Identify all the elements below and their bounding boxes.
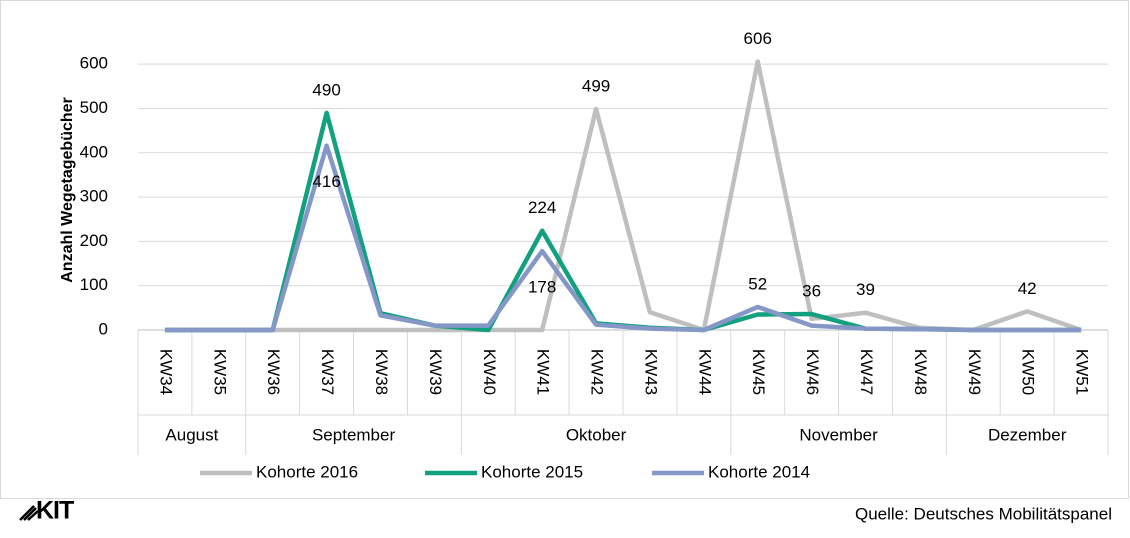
data-label: 178: [528, 278, 556, 297]
x-tick-label: KW38: [372, 349, 391, 395]
x-tick-label: KW43: [641, 349, 660, 395]
data-label: 490: [312, 80, 340, 99]
x-tick-label: KW44: [695, 349, 714, 395]
data-label: 224: [528, 198, 556, 217]
x-tick-label: KW36: [264, 349, 283, 395]
x-tick-label: KW49: [965, 349, 984, 395]
x-tick-label: KW46: [803, 349, 822, 395]
x-tick-label: KW47: [857, 349, 876, 395]
data-label: 499: [582, 76, 610, 95]
series-line: [164, 143, 1082, 333]
kit-logo: KIT: [19, 497, 75, 525]
series-line: [164, 59, 1082, 333]
y-tick-label: 0: [99, 319, 108, 338]
x-tick-label: KW39: [426, 349, 445, 395]
group-label: August: [165, 425, 218, 444]
y-tick-label: 400: [80, 142, 108, 161]
y-tick-label: 100: [80, 275, 108, 294]
x-tick-label: KW35: [210, 349, 229, 395]
x-tick-label: KW50: [1019, 349, 1038, 395]
y-axis-title: Anzahl Wegetagebücher: [59, 97, 76, 283]
data-label: 416: [312, 172, 340, 191]
y-tick-label: 300: [80, 187, 108, 206]
legend-label: Kohorte 2014: [708, 462, 810, 481]
group-label: November: [799, 425, 878, 444]
data-label: 606: [744, 29, 772, 48]
legend-label: Kohorte 2016: [256, 462, 358, 481]
group-label: Dezember: [988, 425, 1067, 444]
logo-fan: [19, 505, 39, 521]
x-tick-label: KW51: [1073, 349, 1092, 395]
y-tick-label: 500: [80, 98, 108, 117]
x-tick-label: KW37: [318, 349, 337, 395]
x-tick-label: KW42: [588, 349, 607, 395]
group-label: Oktober: [566, 425, 627, 444]
chart-frame: [0, 0, 1129, 499]
data-label: 39: [856, 280, 875, 299]
y-tick-label: 600: [80, 54, 108, 73]
x-tick-label: KW41: [534, 349, 553, 395]
x-tick-label: KW40: [480, 349, 499, 395]
data-label: 52: [748, 274, 767, 293]
x-tick-label: KW45: [749, 349, 768, 395]
legend-label: Kohorte 2015: [481, 462, 583, 481]
data-label: 42: [1018, 279, 1037, 298]
logo-text: KIT: [36, 497, 74, 525]
group-label: September: [312, 425, 395, 444]
x-tick-label: KW34: [156, 349, 175, 395]
data-label: 36: [802, 282, 821, 301]
source-note: Quelle: Deutsches Mobilitätspanel: [855, 504, 1112, 523]
y-tick-label: 200: [80, 231, 108, 250]
x-tick-label: KW48: [911, 349, 930, 395]
